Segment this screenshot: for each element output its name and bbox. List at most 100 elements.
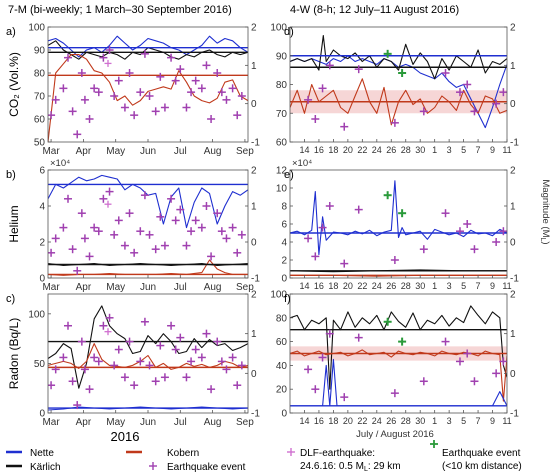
x-tick-label: Sep <box>236 417 254 428</box>
y-tick-label: 2 <box>39 238 45 249</box>
x-tick-label: 24 <box>372 416 382 426</box>
y-tick-label: 2 <box>281 256 287 267</box>
legend-near-line1: Earthquake event <box>442 448 521 459</box>
x-tick-label: May <box>106 417 125 428</box>
y2-tick-label: 1 <box>251 202 257 213</box>
y-tick-label: 6 <box>281 220 287 231</box>
y-tick-label: 70 <box>34 92 46 103</box>
y-tick-label: 10 <box>276 184 288 195</box>
y-tick-label: 100 <box>270 23 287 34</box>
panel-frame <box>47 169 249 279</box>
x-tick-label: 26 <box>386 145 396 155</box>
panel-label: a) <box>6 26 16 38</box>
y2-tick-label: 0 <box>251 238 257 249</box>
x-tick-label: May <box>106 146 125 157</box>
y2-tick-label: 1 <box>510 61 516 72</box>
y-tick-label: 100 <box>28 23 45 34</box>
x-tick-label: 11 <box>502 281 511 291</box>
x-tick-label: 9 <box>490 281 495 291</box>
y-tick-label: 0 <box>39 274 45 285</box>
panel-frame <box>47 293 249 414</box>
panel-label: e) <box>284 169 294 181</box>
x-tick-label: Aug <box>204 417 222 428</box>
x-tick-label: May <box>106 282 125 293</box>
left-title: 7-M (bi-weekly; 1 March–30 September 201… <box>8 4 232 16</box>
x-tick-label: Jun <box>140 146 156 157</box>
x-tick-label: 18 <box>328 145 338 155</box>
x-tick-label: Jul <box>174 282 187 293</box>
series-line-kaerlich <box>290 35 507 80</box>
y-tick-label: 70 <box>276 109 288 120</box>
x-tick-label: 18 <box>328 281 338 291</box>
x-tick-label: 20 <box>343 416 353 426</box>
x-tick-label: 14 <box>299 416 309 426</box>
x-tick-label: Mar <box>42 417 60 428</box>
x-tick-label: 3 <box>447 281 452 291</box>
legend-dlf-line1: DLF-earthquake: <box>300 448 375 459</box>
x-tick-label: Jul <box>174 146 187 157</box>
x-tick-label: 16 <box>314 145 324 155</box>
x-tick-label: 14 <box>299 281 309 291</box>
x-tick-label: 22 <box>357 416 367 426</box>
plot-area <box>48 35 248 142</box>
x-tick-label: 18 <box>328 416 338 426</box>
x-tick-label: Aug <box>204 146 222 157</box>
y2-tick-label: 0 <box>510 369 516 380</box>
x-tick-label: Sep <box>236 146 254 157</box>
y2-tick-label: 0 <box>251 369 257 380</box>
x-tick-label: 14 <box>299 145 309 155</box>
y2-tick-label: 0 <box>510 99 516 110</box>
x-tick-label: 1 <box>432 145 437 155</box>
y-tick-label: 50 <box>34 359 46 370</box>
x-tick-label: 5 <box>461 145 466 155</box>
y-tick-label: 90 <box>34 46 46 57</box>
legend-dlf-marker <box>287 448 295 456</box>
x-tick-label: Apr <box>76 417 92 428</box>
y-tick-label: 80 <box>276 80 288 91</box>
y-tick-label: 60 <box>34 115 46 126</box>
exponent-label: ×10⁴ <box>50 158 70 169</box>
x-tick-label: 7 <box>476 145 481 155</box>
y2-tick-label: -1 <box>251 409 260 420</box>
panel-a: 50 60 70 80 90 100 -1 0 1 2 Mar Apr May Jun Jul Aug Sep a… <box>6 23 260 158</box>
x-tick-label: 1 <box>432 281 437 291</box>
x-tick-label: 11 <box>502 145 511 155</box>
legend-dlf-line2: 24.6.16: 0.5 ML: 29 km <box>300 461 401 473</box>
plot-area <box>290 35 507 131</box>
y-tick-label: 0 <box>281 274 287 285</box>
y-tick-label: 80 <box>34 69 46 80</box>
legend-nette: Nette <box>30 448 54 459</box>
y2-tick-label: -1 <box>510 138 519 149</box>
x-tick-label: 16 <box>314 416 324 426</box>
x-tick-label: 3 <box>447 416 452 426</box>
x-tick-label: 9 <box>490 145 495 155</box>
plot-area <box>48 174 248 276</box>
x-tick-label: Apr <box>76 282 92 293</box>
x-tick-label: 28 <box>401 281 411 291</box>
y2-tick-label: 2 <box>251 166 257 177</box>
x-tick-label: 5 <box>461 416 466 426</box>
x-tick-label: Jun <box>140 282 156 293</box>
x-tick-label: Apr <box>76 146 92 157</box>
y-tick-label: 6 <box>39 166 45 177</box>
series-line-nette <box>290 180 507 256</box>
legend-near-line2: (<10 km distance) <box>442 461 522 472</box>
y2-tick-label: 1 <box>510 329 516 340</box>
y2-tick-label: -1 <box>510 274 519 285</box>
y-tick-label: 60 <box>276 337 288 348</box>
exponent-label: ×10⁴ <box>292 158 312 169</box>
x-tick-label: 20 <box>343 281 353 291</box>
y-tick-label: 0 <box>39 409 45 420</box>
x-tick-label: 28 <box>401 416 411 426</box>
x-tick-label: 24 <box>372 145 382 155</box>
x-tick-label: 3 <box>447 145 452 155</box>
x-tick-label: 26 <box>386 416 396 426</box>
panel-label: b) <box>6 169 16 181</box>
x-tick-label: 7 <box>476 281 481 291</box>
x-tick-label: 30 <box>415 145 425 155</box>
x-tick-label: Mar <box>42 146 60 157</box>
y2-tick-label: 2 <box>510 23 516 34</box>
